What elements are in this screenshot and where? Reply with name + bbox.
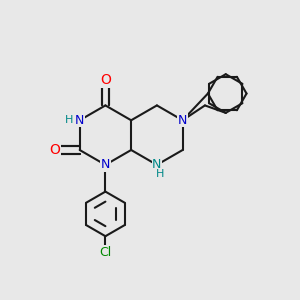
Text: O: O <box>49 143 60 157</box>
Text: H: H <box>65 115 74 125</box>
Text: N: N <box>152 158 162 171</box>
Text: N: N <box>101 158 110 171</box>
Text: O: O <box>100 73 111 87</box>
Text: N: N <box>75 114 84 127</box>
Text: N: N <box>178 114 187 127</box>
Text: H: H <box>156 169 164 179</box>
Text: Cl: Cl <box>99 246 112 259</box>
